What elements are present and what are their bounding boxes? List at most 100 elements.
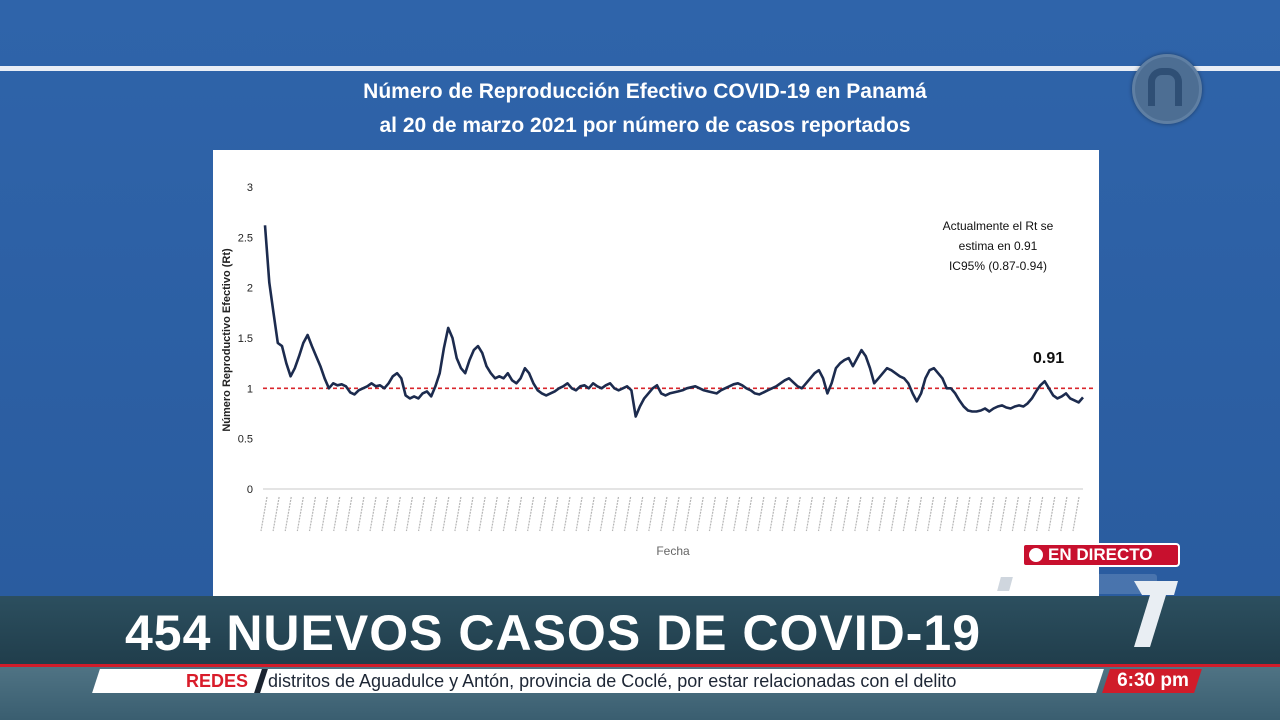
y-tick-label-1: 0.5 <box>238 434 253 446</box>
x-tick-mark <box>830 496 838 532</box>
x-tick-mark <box>611 496 620 532</box>
x-tick-mark <box>902 496 910 532</box>
x-tick-mark <box>878 496 886 532</box>
top-divider <box>0 66 1280 71</box>
x-tick-mark <box>454 496 462 532</box>
rt-chart: 0 0.5 1 1.5 2 2.5 3 Fecha Número Reproductivo … <box>221 182 1095 558</box>
ticker-text-window: distritos de Aguadulce y Antón, provinci… <box>266 669 1090 693</box>
x-tick-mark <box>623 496 632 532</box>
x-tick-mark <box>381 496 389 532</box>
x-tick-mark <box>733 496 741 532</box>
x-tick-mark <box>417 496 426 532</box>
x-tick-mark <box>514 496 523 532</box>
ticker-label: REDES <box>186 671 249 691</box>
x-tick-mark <box>308 496 317 532</box>
y-tick-label-2: 1 <box>247 383 253 395</box>
chart-annotation: Actualmente el Rt se estima en 0.91 IC95… <box>903 216 1093 276</box>
x-tick-mark <box>684 496 692 532</box>
x-tick-mark <box>939 496 947 532</box>
x-tick-mark <box>502 496 510 532</box>
broadcast-time: 6:30 pm <box>1117 670 1189 691</box>
x-tick-mark <box>490 496 498 532</box>
ticker-top-rule <box>0 664 1280 667</box>
x-tick-mark <box>890 496 898 532</box>
x-tick-mark <box>636 496 644 532</box>
x-tick-mark <box>260 496 268 532</box>
x-tick-mark <box>296 496 304 532</box>
y-tick-label-6: 3 <box>247 182 253 194</box>
y-tick-label-3: 1.5 <box>238 333 253 345</box>
x-tick-mark <box>1048 496 1056 532</box>
x-tick-mark <box>696 496 704 532</box>
x-tick-mark <box>551 496 559 532</box>
x-tick-mark <box>563 496 571 532</box>
y-axis: 0 0.5 1 1.5 2 2.5 3 <box>238 182 253 496</box>
x-tick-mark <box>442 496 450 532</box>
headline-band <box>0 596 1280 666</box>
y-tick-label-0: 0 <box>247 484 253 496</box>
x-tick-mark <box>333 496 341 532</box>
x-tick-mark <box>975 496 983 532</box>
x-tick-mark <box>781 496 789 532</box>
x-tick-mark <box>357 496 365 532</box>
x-axis-label: Fecha <box>656 544 690 558</box>
x-tick-mark <box>478 496 486 532</box>
x-tick-mark <box>914 496 923 532</box>
x-tick-mark <box>345 496 353 532</box>
x-tick-mark <box>672 496 680 532</box>
x-tick-mark <box>1036 496 1044 532</box>
x-tick-mark <box>527 496 535 532</box>
x-tick-mark <box>963 496 971 532</box>
y-tick-label-5: 2.5 <box>238 232 253 244</box>
channel-logo-glyph-icon <box>1148 68 1182 106</box>
x-axis-ticks <box>260 488 1083 532</box>
x-tick-mark <box>1023 496 1032 532</box>
x-tick-mark <box>720 496 729 532</box>
y-tick-label-4: 2 <box>247 283 253 295</box>
annotation-line-3: IC95% (0.87-0.94) <box>948 259 1048 273</box>
x-tick-mark <box>757 496 765 532</box>
x-tick-mark <box>769 496 777 532</box>
x-tick-mark <box>369 496 377 532</box>
x-tick-mark <box>1060 496 1068 532</box>
x-tick-mark <box>708 496 717 532</box>
x-tick-mark <box>817 496 826 532</box>
x-tick-mark <box>539 496 547 532</box>
x-tick-mark <box>575 496 583 532</box>
x-tick-mark <box>987 496 995 532</box>
chart-panel: 0 0.5 1 1.5 2 2.5 3 Fecha Número Reproductivo … <box>213 150 1099 600</box>
annotation-line-2: estima en 0.91 <box>958 239 1038 253</box>
x-tick-mark <box>587 496 595 532</box>
y-axis-label: Número Reproductivo Efectivo (Rt) <box>221 248 233 432</box>
ticker-text: distritos de Aguadulce y Antón, provinci… <box>268 671 957 691</box>
channel-t-mark-icon <box>1134 581 1178 647</box>
x-tick-mark <box>466 496 474 532</box>
series-line-rt <box>263 225 1084 418</box>
slide-title-line1: Número de Reproducción Efectivo COVID-19… <box>363 80 927 103</box>
current-value-label: 0.91 <box>1033 350 1065 367</box>
x-tick-mark <box>999 496 1007 532</box>
live-badge: EN DIRECTO <box>1022 543 1180 567</box>
x-tick-mark <box>1011 496 1019 532</box>
x-tick-mark <box>430 496 438 532</box>
x-tick-mark <box>842 496 850 532</box>
x-tick-mark <box>745 496 753 532</box>
x-tick-mark <box>1072 496 1080 532</box>
x-tick-mark <box>393 496 401 532</box>
site-label: metro.com <box>995 574 1157 594</box>
x-tick-mark <box>405 496 414 532</box>
slide-title-line2: al 20 de marzo 2021 por número de casos … <box>379 114 911 137</box>
site-mark-icon <box>997 577 1013 591</box>
x-tick-mark <box>599 496 607 532</box>
x-tick-mark <box>926 496 935 532</box>
x-tick-mark <box>284 496 292 532</box>
x-tick-mark <box>660 496 668 532</box>
annotation-line-1: Actualmente el Rt se <box>942 219 1054 233</box>
x-tick-mark <box>648 496 656 532</box>
headline-text: 454 NUEVOS CASOS DE COVID-19 <box>125 605 982 661</box>
x-tick-mark <box>805 496 813 532</box>
x-tick-mark <box>272 496 280 532</box>
x-tick-mark <box>951 496 959 532</box>
x-tick-mark <box>793 496 801 532</box>
channel-logo-icon <box>1132 54 1202 124</box>
